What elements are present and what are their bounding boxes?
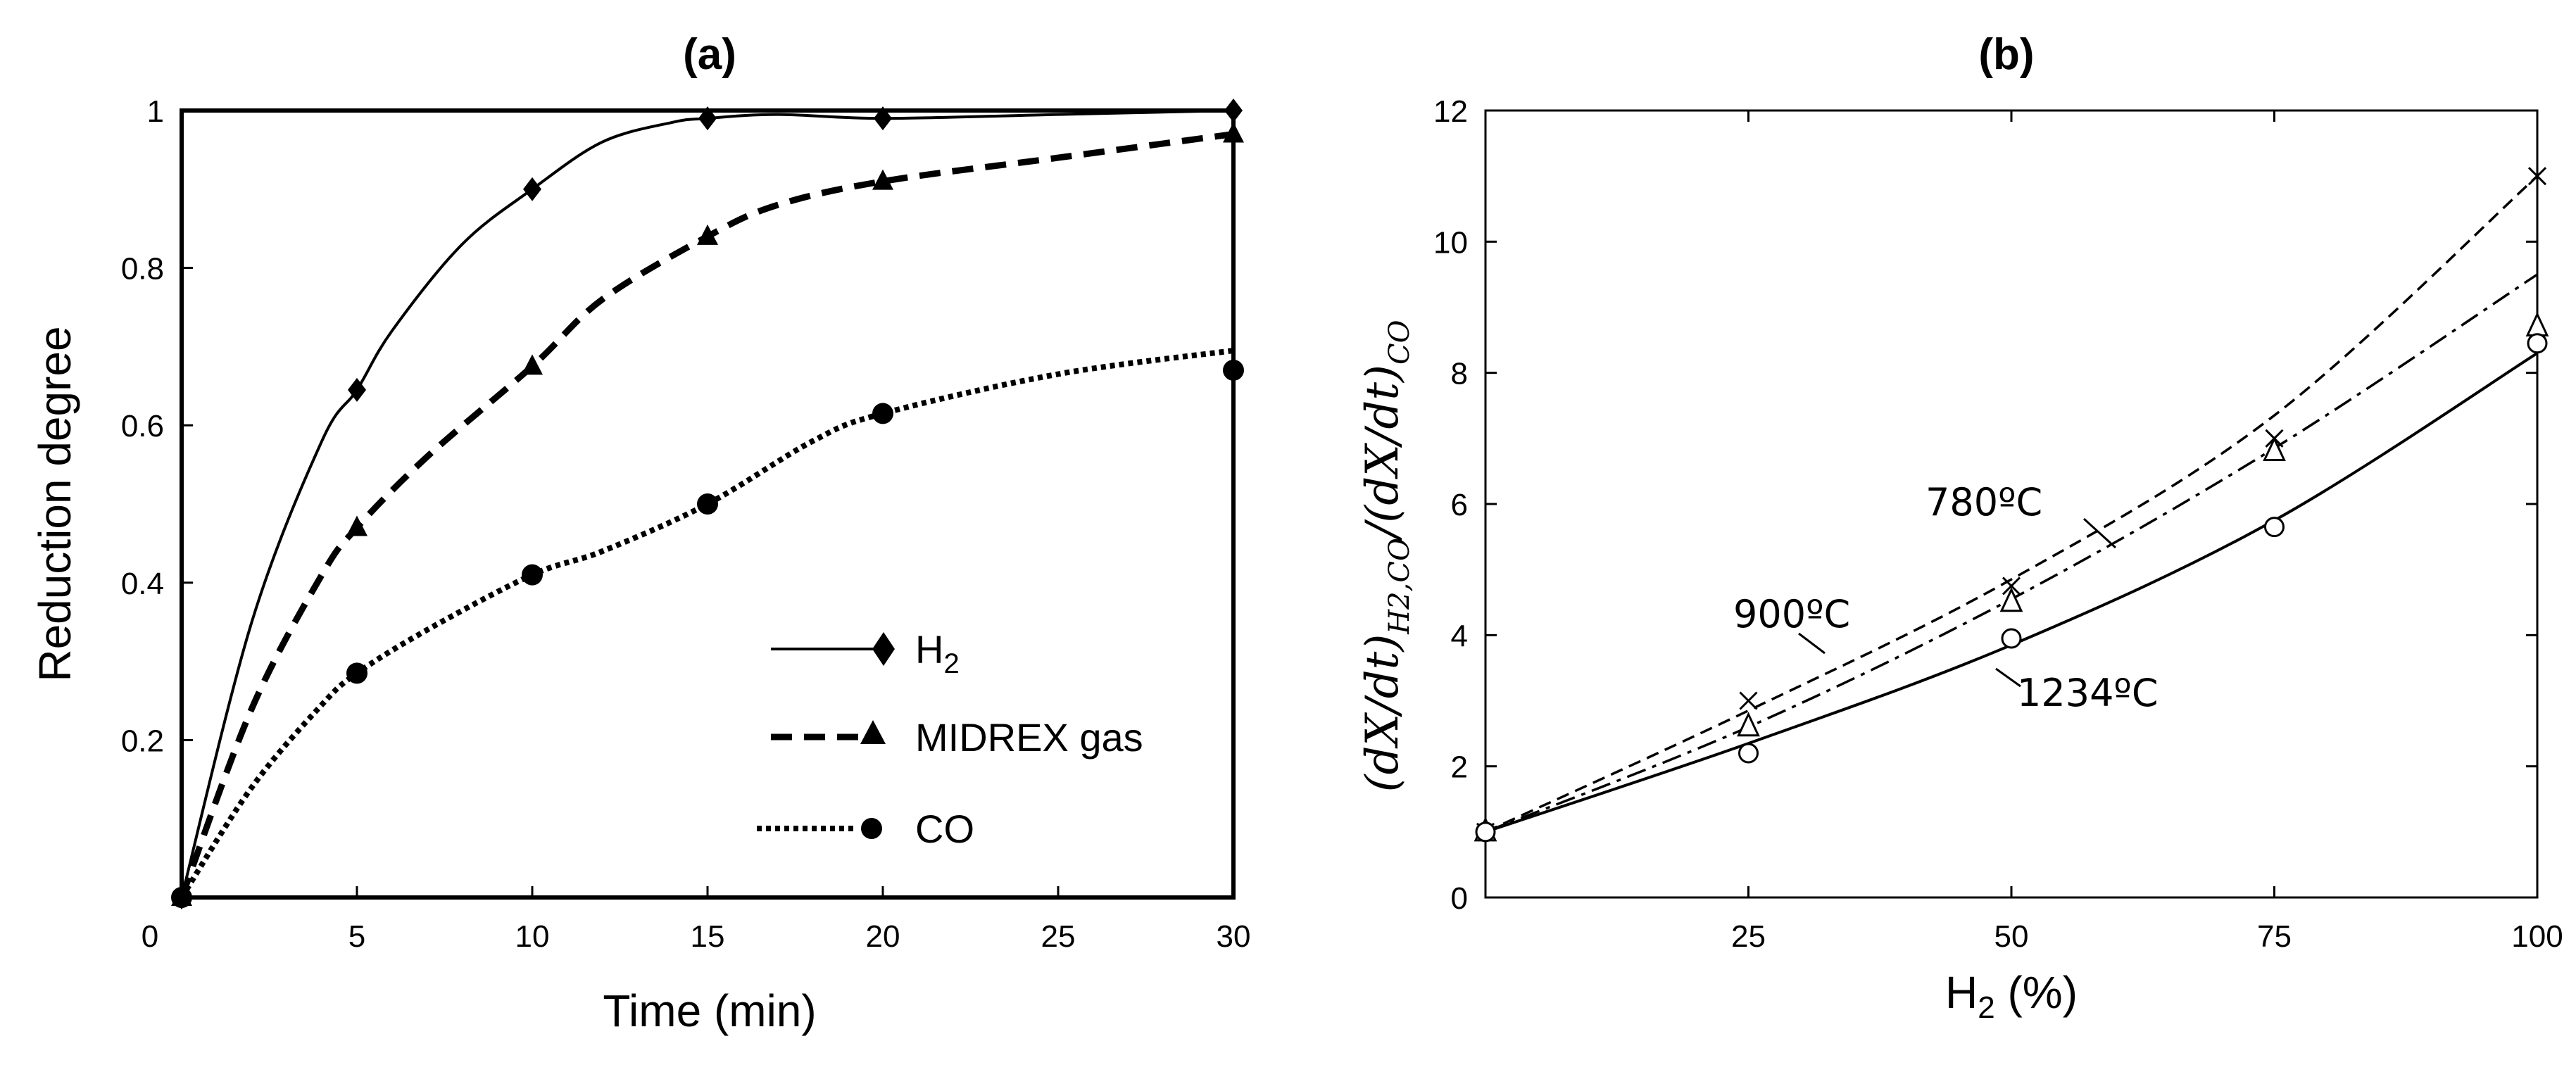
- panel-b-title: (b): [1978, 30, 2034, 79]
- b-point-1234-c: [2264, 517, 2285, 538]
- b-point-1234-c: [2001, 628, 2022, 649]
- annotation-900c: 900ºC: [1733, 592, 1850, 636]
- y-label-numerator: (dX/dt): [1357, 634, 1409, 793]
- panel-b-x-ticks: 25 50 75 100: [1731, 111, 2563, 954]
- panel-b-x-label-unit: (%): [1995, 967, 2078, 1018]
- y-label-denominator: /(dX/dt): [1357, 365, 1409, 542]
- b-line-900-c: [1485, 175, 2539, 833]
- panel-a-title: (a): [683, 30, 736, 79]
- b-point-1234-c: [1738, 743, 1759, 764]
- legend-midrex-triangle-marker: [860, 720, 886, 744]
- legend-h2-subscript: 2: [943, 648, 959, 679]
- y-label-numerator-subscript: H2,CO: [1383, 538, 1416, 634]
- panel-a-y-ticks: 0.2 0.4 0.6 0.8 1: [121, 94, 193, 758]
- b-point-780-c: [2263, 436, 2286, 461]
- panel-b-y-axis-label: (dX/dt)H2,CO/(dX/dt)CO: [1357, 320, 1416, 793]
- b-y-tick-label: 4: [1451, 619, 1468, 653]
- legend-h2-label: H2: [915, 627, 960, 679]
- b-y-tick-label: 12: [1433, 94, 1468, 129]
- b-y-tick-label: 8: [1451, 357, 1468, 391]
- b-point-900-c: [2527, 167, 2547, 186]
- legend-co-circle-marker: [861, 818, 882, 839]
- a-line-co: [179, 348, 1234, 900]
- legend-entry-h2: H2: [771, 627, 960, 679]
- annotation-1234c-leader: [1995, 667, 2021, 688]
- panel-b-x-label-subscript: 2: [1978, 990, 1994, 1025]
- a-y-tick-label: 0.8: [121, 252, 164, 286]
- legend-midrex-label: MIDREX gas: [915, 715, 1143, 760]
- b-point-900-c-stroke: [2002, 576, 2021, 595]
- panel-a-x-ticks: 0 5 10 15 20 25 30: [142, 886, 1251, 954]
- a-point-co: [522, 564, 543, 586]
- panel-b-annotations: 780ºC 900ºC 1234ºC: [1733, 480, 2159, 715]
- b-x-tick-label: 25: [1731, 919, 1766, 954]
- b-point-900-c-stroke: [1739, 691, 1758, 710]
- b-x-tick-label: 50: [1994, 919, 2029, 954]
- a-point-co: [171, 887, 192, 908]
- a-y-tick-label: 0.2: [121, 724, 164, 758]
- a-x-tick-label: 20: [866, 919, 900, 954]
- a-point-h2: [1224, 99, 1243, 122]
- a-point-co: [697, 493, 718, 515]
- a-x-tick-label: 5: [348, 919, 365, 954]
- legend-co-label: CO: [915, 807, 974, 851]
- a-point-midrex-gas: [346, 515, 367, 536]
- legend-entry-co: CO: [757, 807, 974, 851]
- a-point-h2: [523, 177, 541, 201]
- y-label-denominator-subscript: CO: [1383, 320, 1416, 365]
- a-point-h2: [698, 106, 717, 131]
- b-point-900-c: [1739, 691, 1758, 710]
- a-point-co: [872, 403, 893, 424]
- a-point-co: [1223, 359, 1244, 381]
- b-y-tick-label: 2: [1451, 750, 1468, 785]
- b-point-780-c: [1737, 712, 1760, 737]
- panel-a-data-markers: [171, 99, 1244, 909]
- legend-h2-diamond-marker: [872, 632, 895, 666]
- panel-a: (a) 0 5 10 15 20 25 30 0.2 0.4 0.6 0.8 1 Time (min…: [30, 30, 1250, 1036]
- panel-a-x-axis-label: Time (min): [603, 985, 816, 1036]
- a-line-midrex-gas: [178, 131, 1234, 899]
- b-point-900-c-stroke: [2527, 167, 2547, 186]
- b-point-780-c: [2525, 311, 2549, 336]
- a-y-tick-label: 1: [147, 94, 164, 129]
- panel-a-y-axis-label: Reduction degree: [30, 326, 80, 681]
- a-point-h2: [348, 377, 366, 402]
- a-point-midrex-gas: [697, 224, 718, 245]
- b-x-tick-label: 100: [2511, 919, 2563, 954]
- a-y-tick-label: 0.6: [121, 409, 164, 443]
- a-x-tick-label: 0: [142, 919, 158, 954]
- panel-b-y-ticks: 0 2 4 6 8 10 12: [1433, 94, 2537, 916]
- a-y-tick-label: 0.4: [121, 567, 164, 601]
- b-line-780-c: [1485, 273, 2538, 833]
- a-x-tick-label: 10: [515, 919, 550, 954]
- a-point-midrex-gas: [522, 354, 543, 375]
- panel-b-x-label-h: H: [1945, 967, 1978, 1018]
- panel-b-data-markers: [1474, 167, 2549, 843]
- legend-h2-text: H: [915, 627, 943, 672]
- annotation-900c-leader: [1798, 632, 1826, 655]
- a-x-tick-label: 15: [691, 919, 725, 954]
- b-point-1234-c: [1475, 821, 1496, 843]
- b-y-tick-label: 10: [1433, 225, 1468, 260]
- a-x-tick-label: 30: [1217, 919, 1251, 954]
- b-point-900-c: [2002, 576, 2021, 595]
- a-point-midrex-gas: [872, 169, 893, 190]
- legend-entry-midrex-gas: MIDREX gas: [771, 715, 1143, 760]
- annotation-1234c: 1234ºC: [2017, 671, 2159, 715]
- b-y-tick-label: 6: [1451, 488, 1468, 522]
- b-x-tick-label: 75: [2257, 919, 2292, 954]
- annotation-780c-leader: [2082, 517, 2117, 549]
- panel-a-legend: H2 MIDREX gas CO: [757, 627, 1143, 851]
- b-point-780-c: [1999, 587, 2023, 612]
- a-x-tick-label: 25: [1041, 919, 1076, 954]
- a-point-h2: [874, 106, 892, 131]
- annotation-780c: 780ºC: [1925, 480, 2042, 524]
- b-y-tick-label: 0: [1451, 881, 1468, 916]
- panel-b-x-axis-label: H2 (%): [1945, 967, 2078, 1025]
- b-point-1234-c: [2527, 333, 2548, 354]
- a-point-midrex-gas: [1223, 122, 1244, 143]
- a-point-co: [346, 662, 367, 684]
